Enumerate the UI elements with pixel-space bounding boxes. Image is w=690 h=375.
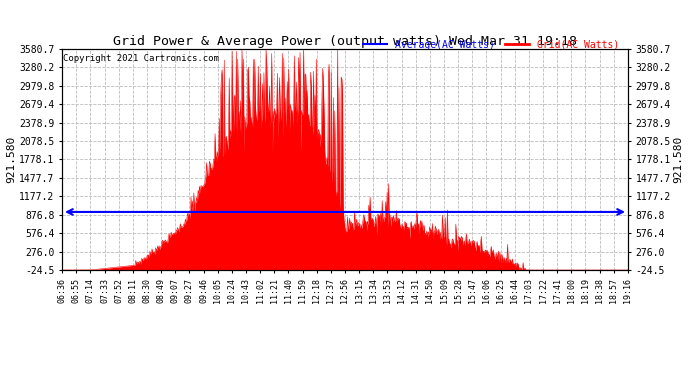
Y-axis label: 921.580: 921.580 [6, 136, 17, 183]
Text: Copyright 2021 Cartronics.com: Copyright 2021 Cartronics.com [63, 54, 219, 63]
Y-axis label: 921.580: 921.580 [673, 136, 684, 183]
Legend: Average(AC Watts), Grid(AC Watts): Average(AC Watts), Grid(AC Watts) [359, 36, 623, 54]
Title: Grid Power & Average Power (output watts) Wed Mar 31 19:18: Grid Power & Average Power (output watts… [113, 34, 577, 48]
